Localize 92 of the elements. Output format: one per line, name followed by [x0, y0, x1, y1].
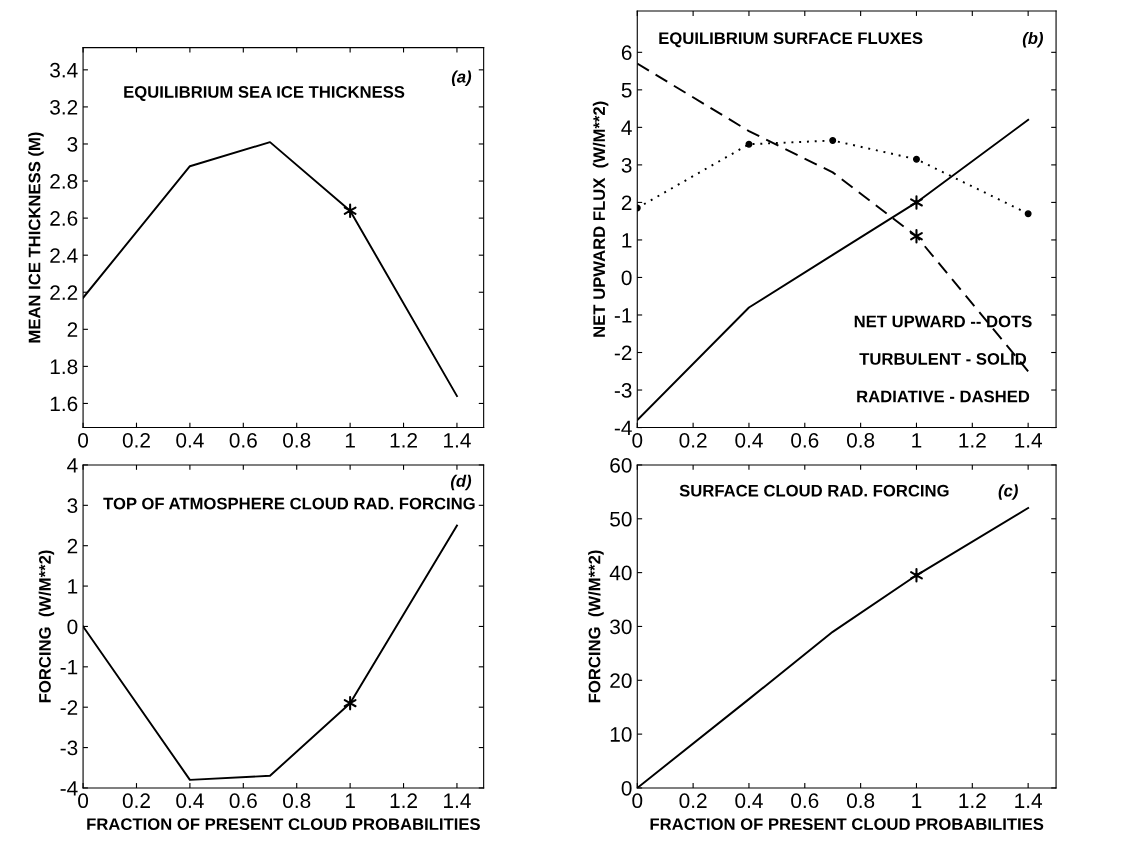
- x-tick-label: 0.2: [679, 793, 707, 809]
- y-tick-label: 0: [67, 619, 78, 635]
- y-axis-title: FORCING (W/M**2): [38, 550, 55, 703]
- point: [912, 155, 920, 163]
- y-tick-label: 2: [621, 195, 632, 210]
- y-tick-label: 3.2: [50, 99, 78, 115]
- point: [910, 195, 923, 210]
- x-tick-label: 1.2: [390, 793, 417, 808]
- y-tick-label: 6: [621, 45, 632, 61]
- y-tick-label: 4: [621, 120, 632, 135]
- point: [829, 137, 837, 144]
- y-tick-label: 3: [67, 136, 78, 152]
- x-tick-label: 0: [632, 432, 643, 448]
- y-tick-label: 30: [610, 619, 632, 635]
- x-tick-label: 0: [78, 432, 89, 448]
- y-tick-label: 3.4: [50, 62, 78, 78]
- y-tick-label: 2: [67, 538, 78, 554]
- annotation: TURBULENT - SOLID: [859, 353, 1027, 365]
- annotation: (b): [1022, 31, 1044, 48]
- x-tick-label: 0.8: [846, 432, 875, 448]
- x-tick-label: 1.2: [959, 432, 986, 448]
- x-tick-label: 1: [345, 433, 355, 448]
- x-tick-label: 1: [345, 793, 355, 808]
- y-tick-label: 2.6: [50, 211, 78, 226]
- x-axis-title: FRACTION OF PRESENT CLOUD PROBABILITIES: [650, 818, 1044, 831]
- annotation: (a): [451, 70, 472, 86]
- annotation: SURFACE CLOUD RAD. FORCING: [679, 484, 949, 497]
- x-tick-label: 1.4: [444, 433, 471, 448]
- y-tick-label: 2.4: [50, 248, 78, 263]
- x-tick-label: 0.2: [679, 432, 707, 448]
- y-tick-label: -3: [614, 383, 632, 398]
- point: [1024, 210, 1032, 218]
- x-tick-label: 1.4: [1015, 433, 1043, 448]
- y-tick-label: 1.8: [50, 359, 78, 375]
- y-tick-label: 5: [621, 83, 632, 98]
- x-tick-label: 0.6: [229, 432, 257, 448]
- point: [910, 228, 923, 244]
- y-tick-label: 3: [621, 157, 632, 173]
- x-tick-label: 1: [912, 793, 922, 808]
- point: [745, 140, 753, 148]
- y-tick-label: 0: [621, 270, 632, 286]
- y-axis-title: MEAN ICE THICKNESS (M): [28, 132, 44, 343]
- x-tick-label: 0.2: [122, 793, 150, 809]
- y-tick-label: 40: [609, 565, 632, 581]
- x-tick-label: 0.8: [846, 793, 875, 809]
- annotation: (c): [998, 484, 1018, 500]
- y-tick-label: -2: [60, 700, 78, 715]
- y-tick-label: -1: [60, 660, 78, 675]
- y-tick-label: -4: [614, 420, 632, 436]
- x-tick-label: 1.4: [444, 793, 471, 808]
- y-tick-label: 1.6: [50, 396, 78, 412]
- x-tick-label: 0.6: [791, 793, 819, 809]
- y-tick-label: 10: [610, 727, 632, 742]
- annotation: (d): [450, 474, 472, 491]
- x-axis-title: FRACTION OF PRESENT CLOUD PROBABILITIES: [87, 818, 480, 831]
- y-tick-label: 20: [610, 673, 632, 689]
- y-axis-title: NET UPWARD FLUX (W/M**2): [592, 101, 609, 337]
- x-tick-label: 0.4: [176, 793, 204, 809]
- x-tick-label: 0.8: [283, 432, 311, 448]
- x-tick-label: 0.4: [735, 793, 763, 809]
- x-tick-label: 0.6: [791, 432, 819, 448]
- annotation: RADIATIVE - DASHED: [857, 390, 1030, 403]
- x-tick-label: 0: [78, 793, 89, 809]
- x-tick-label: 1.2: [959, 793, 986, 808]
- annotation: NET UPWARD -- DOTS: [854, 315, 1032, 328]
- y-tick-label: 4: [67, 458, 78, 473]
- annotation: EQUILIBRIUM SEA ICE THICKNESS: [124, 86, 405, 101]
- x-tick-label: 0.4: [176, 432, 204, 448]
- x-tick-label: 1.4: [1015, 793, 1043, 808]
- x-tick-label: 0.2: [122, 432, 150, 448]
- y-tick-label: 60: [610, 457, 632, 473]
- y-tick-label: -2: [614, 345, 632, 361]
- x-tick-label: 1.2: [390, 432, 417, 448]
- y-axis-title: FORCING (W/M**2): [588, 550, 604, 703]
- y-tick-label: 0: [621, 780, 632, 796]
- x-tick-label: 0.4: [735, 432, 763, 448]
- y-tick-label: 1: [622, 233, 632, 248]
- y-tick-label: 2: [67, 322, 78, 337]
- y-tick-label: -3: [60, 740, 78, 756]
- y-tick-label: 50: [610, 511, 632, 527]
- x-tick-label: 0: [632, 793, 643, 809]
- y-tick-label: 2.2: [50, 285, 78, 300]
- y-tick-label: -1: [614, 308, 632, 323]
- x-tick-label: 0.6: [229, 793, 257, 809]
- annotation: EQUILIBRIUM SURFACE FLUXES: [659, 32, 923, 48]
- y-tick-label: 3: [67, 498, 78, 514]
- y-tick-label: 2.8: [50, 174, 78, 189]
- x-tick-label: 1: [912, 433, 922, 448]
- y-tick-label: 1: [68, 579, 78, 594]
- x-tick-label: 0.8: [283, 793, 311, 809]
- y-tick-label: -4: [60, 781, 78, 796]
- annotation: TOP OF ATMOSPHERE CLOUD RAD. FORCING: [103, 497, 475, 510]
